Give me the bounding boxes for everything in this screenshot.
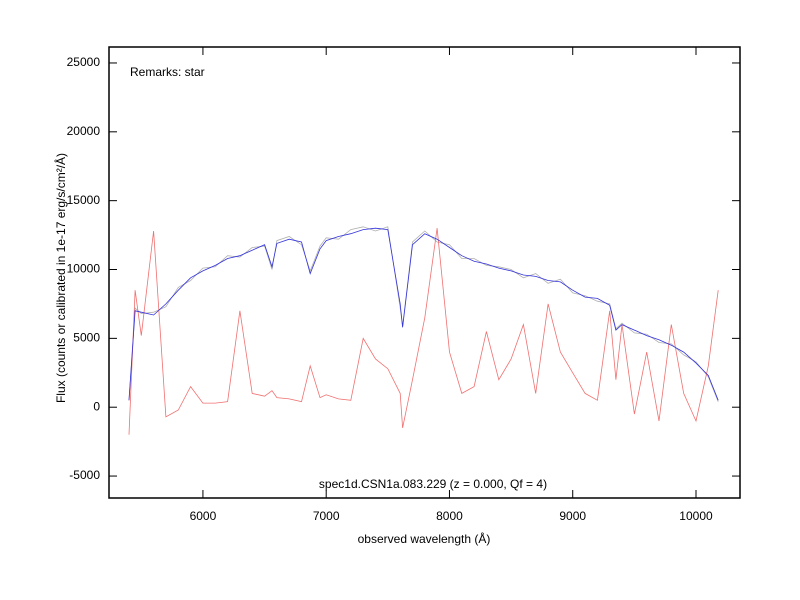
x-tick-label: 10000 <box>679 509 713 523</box>
y-tick-label: -5000 <box>69 468 100 482</box>
x-tick-label: 8000 <box>436 509 463 523</box>
spectrum-line <box>128 228 719 435</box>
y-tick-label: 10000 <box>67 262 101 276</box>
y-axis-label: Flux (counts or calibrated in 1e-17 erg/… <box>53 153 68 403</box>
x-tick-label: 7000 <box>313 509 340 523</box>
y-tick-label: 20000 <box>67 124 101 138</box>
spectrum-line <box>128 226 719 402</box>
spectrum-line <box>128 227 719 401</box>
spectrum-id: spec1d.CSN1a.083.229 (z = 0.000, Qf = 4) <box>319 477 547 491</box>
plot-frame <box>108 46 741 499</box>
y-tick-label: 0 <box>93 399 100 413</box>
y-tick-label: 25000 <box>67 55 101 69</box>
remarks: Remarks: star <box>130 65 205 79</box>
y-tick-label: 5000 <box>73 331 100 345</box>
x-tick-label: 9000 <box>559 509 586 523</box>
x-axis-label: observed wavelength (Å) <box>358 531 491 546</box>
y-tick-label: 15000 <box>67 193 101 207</box>
x-tick-label: 6000 <box>190 509 217 523</box>
